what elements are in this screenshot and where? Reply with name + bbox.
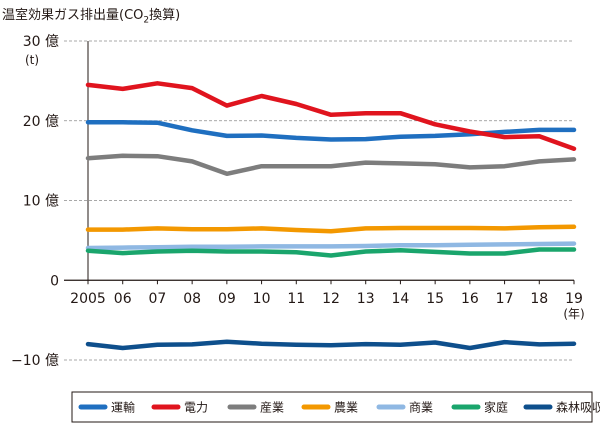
chart-title-paren-open: (CO bbox=[119, 8, 144, 23]
x-tick-label: 2005 bbox=[70, 291, 106, 307]
legend-label: 電力 bbox=[184, 401, 208, 415]
chart-title-main: 温室効果ガス排出量 bbox=[2, 8, 120, 23]
chart-title-subscript: 2 bbox=[143, 15, 150, 26]
x-axis-ticks: 2005 06 07 08 09 10 11 12 13 14 15 16 17 18 19 bbox=[70, 280, 583, 307]
grid-lines bbox=[64, 40, 574, 361]
legend-label: 産業 bbox=[260, 400, 284, 415]
series-line-家庭 bbox=[85, 247, 577, 258]
y-axis-ticks: 30 億 20 億 10 億 0 −10 億 bbox=[11, 34, 59, 369]
x-tick-label: 14 bbox=[392, 291, 410, 307]
x-tick-label: 16 bbox=[461, 291, 479, 307]
y-tick-label: 0 bbox=[50, 273, 59, 289]
x-tick-label: 18 bbox=[530, 291, 548, 307]
x-tick-label: 11 bbox=[287, 291, 305, 307]
legend-label: 商業 bbox=[409, 400, 433, 415]
chart-title-paren-close: 換算) bbox=[149, 8, 181, 23]
legend-label: 森林吸収 bbox=[556, 400, 600, 415]
legend: 運輸 電力 産業 農業 商業 家庭 森林吸収 bbox=[71, 391, 600, 423]
x-tick-label: 09 bbox=[218, 291, 236, 307]
chart-title: 温室効果ガス排出量(CO2換算) bbox=[2, 4, 180, 26]
x-tick-label: 19 bbox=[565, 291, 583, 307]
series-line-商業 bbox=[85, 241, 577, 251]
y-axis-unit: (t) bbox=[25, 53, 39, 67]
series-line-産業 bbox=[85, 153, 577, 177]
y-tick-label: −10 億 bbox=[11, 353, 59, 369]
legend-label: 農業 bbox=[334, 401, 358, 415]
x-tick-label: 12 bbox=[322, 291, 340, 307]
series-line-農業 bbox=[85, 224, 577, 234]
series-lines bbox=[85, 81, 577, 351]
legend-label: 運輸 bbox=[111, 400, 135, 415]
x-tick-label: 08 bbox=[183, 291, 201, 307]
x-tick-label: 15 bbox=[426, 291, 444, 307]
x-tick-label: 07 bbox=[149, 291, 167, 307]
y-tick-label: 20 億 bbox=[23, 114, 59, 130]
legend-label: 家庭 bbox=[484, 400, 508, 415]
x-tick-label: 17 bbox=[496, 291, 514, 307]
y-tick-label: 10 億 bbox=[23, 194, 59, 210]
series-line-電力 bbox=[85, 81, 577, 151]
series-line-森林吸収 bbox=[85, 339, 577, 351]
x-tick-label: 10 bbox=[253, 291, 271, 307]
legend-box bbox=[71, 391, 593, 423]
x-axis-unit: (年) bbox=[563, 307, 584, 321]
series-line-運輸 bbox=[85, 120, 577, 142]
x-tick-label: 06 bbox=[114, 291, 132, 307]
y-tick-label: 30 億 bbox=[23, 34, 59, 50]
x-tick-label: 13 bbox=[357, 291, 375, 307]
